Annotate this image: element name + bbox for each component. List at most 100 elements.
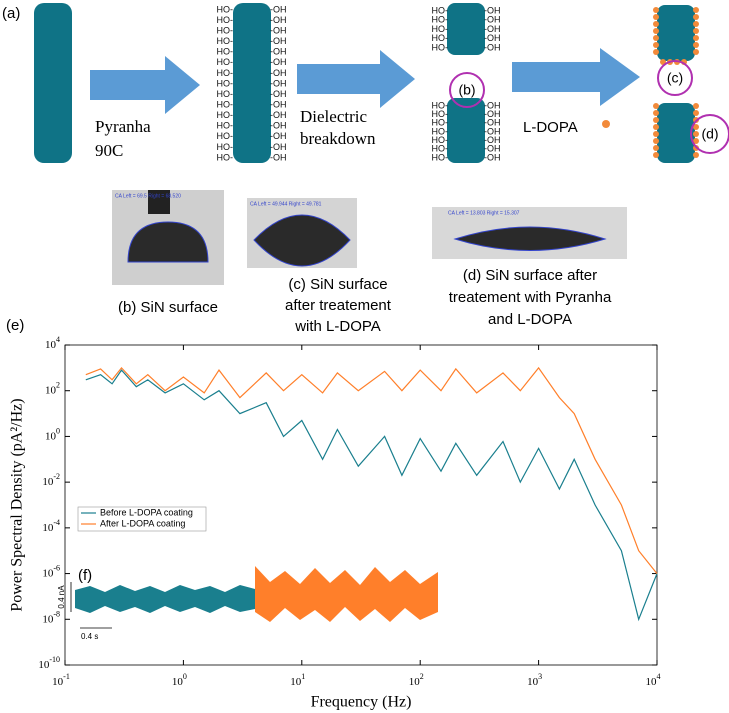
marker-label: (b): [458, 82, 475, 98]
tick-exponent: -2: [53, 472, 60, 481]
ldopa-dot: [653, 14, 659, 20]
scale-label: 0.4 s: [81, 632, 98, 641]
hydroxyl-label: HO-: [217, 4, 234, 14]
hydroxyl-label: -OH: [270, 4, 287, 14]
tick-label: 104: [646, 672, 661, 688]
ldopa-coating: [653, 7, 699, 158]
hydroxyl-label: -OH: [484, 152, 501, 162]
ldopa-dot: [653, 145, 659, 151]
ldopa-dot: [653, 103, 659, 109]
x-axis-label: Frequency (Hz): [311, 694, 412, 711]
pillar-piece: [657, 103, 695, 163]
tick-label: 10-1: [52, 672, 70, 688]
tick-exponent: 4: [657, 672, 661, 681]
hydroxyl-label: -OH: [270, 121, 287, 131]
pillar: [34, 3, 72, 163]
step-label: Pyranha: [95, 117, 151, 136]
inset-trace: [255, 566, 438, 622]
tick-label: 10-4: [42, 518, 60, 534]
step-label: L-DOPA: [523, 119, 578, 136]
panel-label: (a): [2, 5, 20, 22]
tick-exponent: 3: [538, 672, 542, 681]
tick-base: 10: [52, 676, 64, 688]
hydroxyl-label: -OH: [270, 68, 287, 78]
panel-label: (f): [78, 567, 92, 584]
pillar-piece: [447, 3, 485, 55]
photo-caption: and L-DOPA: [488, 311, 572, 328]
hydroxyl-label: HO-: [432, 109, 449, 119]
hydroxyl-label: -OH: [484, 15, 501, 25]
photo-caption: (d) SiN surface after: [463, 267, 597, 284]
tick-exponent: 2: [56, 381, 60, 390]
ldopa-dot: [693, 7, 699, 13]
tick-base: 10: [45, 384, 57, 396]
ldopa-dot: [653, 117, 659, 123]
hydroxyl-label: HO-: [432, 42, 449, 52]
tick-base: 10: [409, 676, 421, 688]
plot: 10-1 100 101 102 103 10410-1010-810-610-410-2…: [38, 335, 660, 688]
hydroxyl-label: HO-: [432, 144, 449, 154]
arrow: [297, 50, 415, 108]
hydroxyl-label: HO-: [432, 24, 449, 34]
hydroxyl-label: HO-: [432, 152, 449, 162]
droplet: [127, 221, 209, 263]
hydroxyl-label: HO-: [432, 118, 449, 128]
tick-base: 10: [172, 676, 184, 688]
highlight-circle: [690, 114, 729, 154]
step-label: 90C: [95, 141, 123, 160]
tick-base: 10: [38, 659, 50, 671]
ldopa-dot: [653, 131, 659, 137]
arrow: [90, 56, 200, 114]
photo-caption: after treatement: [285, 297, 392, 314]
ldopa-dot: [653, 7, 659, 13]
hydroxyl-label: -OH: [484, 135, 501, 145]
hydroxyl-label: HO-: [217, 47, 234, 57]
ldopa-dot: [653, 42, 659, 48]
hydroxyl-label: HO-: [217, 36, 234, 46]
legend-box: [77, 506, 207, 532]
tick-exponent: 0: [56, 426, 60, 435]
photo-caption: with L-DOPA: [294, 318, 381, 335]
step-label: breakdown: [300, 129, 376, 148]
tick-exponent: 1: [301, 672, 305, 681]
marker-label: (c): [667, 70, 683, 86]
hydroxyl-label: -OH: [270, 152, 287, 162]
ldopa-dot: [693, 28, 699, 34]
hydroxyl-label: HO-: [217, 26, 234, 36]
tick-base: 10: [42, 567, 54, 579]
photo-caption: treatement with Pyranha: [449, 289, 612, 306]
droplet: [253, 214, 351, 267]
hydroxyl-label: HO-: [432, 126, 449, 136]
hydroxyl-label: HO-: [217, 57, 234, 67]
ldopa-dot: [693, 103, 699, 109]
hydroxyl-label: HO-: [217, 68, 234, 78]
hydroxyl-label: -OH: [270, 78, 287, 88]
legend-label: Before L-DOPA coating: [100, 507, 193, 517]
hydroxyl-label: HO-: [217, 131, 234, 141]
ldopa-dot: [693, 35, 699, 41]
tick-label: 104: [45, 335, 60, 351]
hydroxyl-label: HO-: [217, 142, 234, 152]
series-line: [85, 366, 658, 574]
legend-label: After L-DOPA coating: [100, 518, 185, 528]
photo-caption: (b) SiN surface: [118, 299, 218, 316]
hydroxyl-label: -OH: [270, 89, 287, 99]
hydroxyl-label: HO-: [217, 89, 234, 99]
ldopa-dot: [653, 49, 659, 55]
ldopa-dot: [653, 152, 659, 158]
tick-base: 10: [45, 339, 57, 351]
hydroxyl-label: -OH: [484, 5, 501, 15]
hydroxyl-label: HO-: [217, 78, 234, 88]
step-label: Dielectric: [300, 107, 367, 126]
ldopa-dot: [693, 42, 699, 48]
ldopa-dot: [653, 138, 659, 144]
hydroxyl-label: -OH: [484, 118, 501, 128]
droplet: [453, 226, 607, 251]
hydroxyl-label: -OH: [484, 144, 501, 154]
tick-exponent: -4: [53, 518, 60, 527]
panel-label: (e): [6, 317, 24, 334]
ldopa-dot: [693, 138, 699, 144]
tick-base: 10: [42, 476, 54, 488]
tick-base: 10: [45, 430, 57, 442]
